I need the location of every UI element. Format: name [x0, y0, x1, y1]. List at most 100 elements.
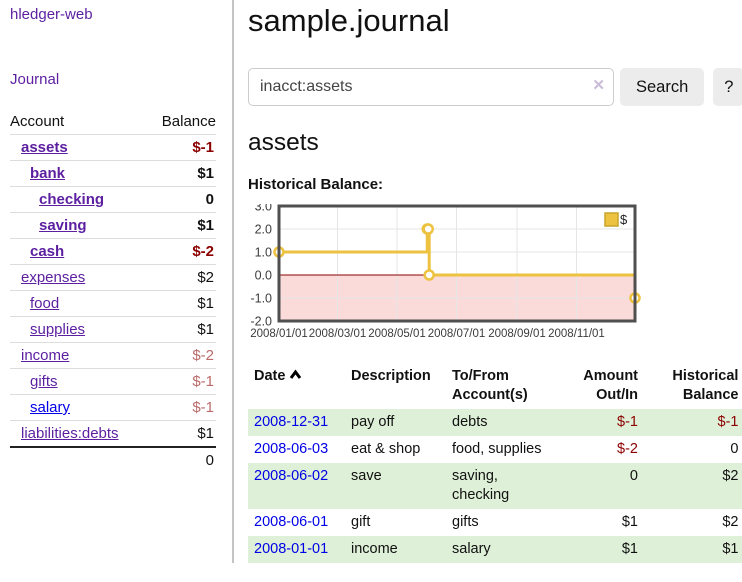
x-axis-tick-label: 2008/05/01 — [368, 328, 426, 340]
account-balance: $-1 — [192, 139, 214, 156]
account-link-assets[interactable]: assets — [21, 139, 68, 156]
account-balance: $1 — [197, 165, 214, 182]
date-column-header[interactable]: Date — [248, 363, 345, 409]
account-link-food[interactable]: food — [30, 295, 60, 312]
balance-header-line1: Historical — [672, 368, 739, 384]
tofrom-column-header: To/From Account(s) — [448, 363, 552, 409]
transaction-row[interactable]: 2008-01-01 income salary $1 $1 — [248, 536, 742, 563]
x-axis-tick-label: 2008/03/01 — [309, 328, 367, 340]
account-row[interactable]: bank $1 — [10, 161, 216, 187]
account-link-supplies[interactable]: supplies — [30, 321, 86, 338]
transaction-date-link[interactable]: 2008-06-02 — [254, 468, 329, 484]
sidebar: hledger-web Journal Account Balance asse… — [0, 0, 234, 563]
accounts-balance-table: Account Balance assets $-1 bank $1 check… — [10, 109, 216, 473]
transaction-accounts: salary — [452, 541, 491, 557]
account-balance: 0 — [205, 191, 214, 208]
clear-search-icon[interactable]: ✕ — [592, 77, 605, 94]
transaction-balance: $2 — [722, 514, 739, 530]
account-row[interactable]: expenses $2 — [10, 265, 216, 291]
account-row[interactable]: income $-2 — [10, 343, 216, 369]
y-axis-tick-label: 0.0 — [255, 269, 272, 283]
account-link-salary[interactable]: salary — [30, 399, 71, 416]
transaction-accounts: gifts — [452, 514, 479, 530]
y-axis-tick-label: -1.0 — [250, 292, 272, 306]
account-balance: $1 — [197, 321, 214, 338]
description-column-header: Description — [351, 368, 431, 384]
transaction-balance: 0 — [730, 441, 739, 457]
transaction-date-link[interactable]: 2008-01-01 — [254, 541, 329, 557]
transaction-balance: $1 — [722, 541, 739, 557]
account-balance: $2 — [197, 269, 214, 286]
chart-label: Historical Balance: — [248, 176, 384, 193]
data-point-marker — [423, 269, 435, 281]
transaction-description: pay off — [351, 414, 395, 430]
x-axis-tick-label: 2008/07/01 — [428, 328, 486, 340]
search-button[interactable]: Search — [620, 68, 705, 106]
hledger-web-app: hledger-web Journal Account Balance asse… — [0, 0, 742, 563]
transaction-accounts: debts — [452, 414, 488, 430]
account-heading: assets — [248, 129, 319, 156]
transaction-row[interactable]: 2008-12-31 pay off debts $-1 $-1 — [248, 409, 742, 436]
transaction-date-link[interactable]: 2008-06-03 — [254, 441, 329, 457]
search-input[interactable] — [248, 68, 614, 106]
balance-header-line2: Balance — [682, 387, 739, 403]
main-content: sample.journal ✕ Search ? assets Histori… — [234, 0, 742, 563]
transaction-amount: $-2 — [617, 441, 638, 457]
account-balance: $-2 — [192, 243, 214, 260]
account-link-gifts[interactable]: gifts — [30, 373, 58, 390]
x-axis-tick-label: 2008/01/01 — [250, 328, 308, 340]
account-column-header: Account — [10, 113, 65, 130]
sidebar-item-journal[interactable]: Journal — [10, 71, 60, 88]
brand-link[interactable]: hledger-web — [10, 6, 93, 23]
account-link-saving[interactable]: saving — [39, 217, 87, 234]
transaction-amount: 0 — [629, 468, 638, 484]
account-row[interactable]: gifts $-1 — [10, 369, 216, 395]
transaction-amount: $-1 — [617, 414, 638, 430]
help-button[interactable]: ? — [713, 68, 742, 106]
plot-border — [277, 204, 637, 323]
account-row[interactable]: cash $-2 — [10, 239, 216, 265]
account-link-expenses[interactable]: expenses — [21, 269, 86, 286]
x-axis-tick-label: 2008/09/01 — [488, 328, 546, 340]
transaction-row[interactable]: 2008-06-03 eat & shop food, supplies $-2… — [248, 436, 742, 463]
account-row[interactable]: checking 0 — [10, 187, 216, 213]
transaction-description: eat & shop — [351, 441, 421, 457]
account-row[interactable]: food $1 — [10, 291, 216, 317]
account-row[interactable]: liabilities:debts $1 — [10, 421, 216, 447]
account-row[interactable]: supplies $1 — [10, 317, 216, 343]
legend-swatch — [604, 212, 619, 227]
account-row[interactable]: assets $-1 — [10, 135, 216, 161]
account-link-liabilities-debts[interactable]: liabilities:debts — [21, 425, 119, 442]
amount-header-line2: Out/In — [596, 387, 638, 403]
x-axis-tick-label: 2008/11/01 — [548, 328, 605, 340]
transactions-table-header: Date Description To/From Account(s) Amou… — [248, 363, 742, 409]
account-balance: $1 — [197, 295, 214, 312]
account-row[interactable]: salary $-1 — [10, 395, 216, 421]
account-balance: $-2 — [192, 347, 214, 364]
page-title: sample.journal — [248, 3, 450, 38]
account-link-income[interactable]: income — [21, 347, 70, 364]
account-balance: $-1 — [192, 399, 214, 416]
account-link-checking[interactable]: checking — [39, 191, 105, 208]
account-row[interactable]: saving $1 — [10, 213, 216, 239]
tofrom-header-line1: To/From — [452, 368, 509, 384]
account-link-bank[interactable]: bank — [30, 165, 66, 182]
transaction-description: gift — [351, 514, 371, 530]
transaction-accounts: saving, checking — [452, 468, 510, 503]
account-link-cash[interactable]: cash — [30, 243, 65, 260]
transaction-description: income — [351, 541, 398, 557]
accounts-table-header: Account Balance — [10, 109, 216, 135]
transaction-amount: $1 — [621, 514, 638, 530]
account-balance: $1 — [197, 217, 214, 234]
transaction-row[interactable]: 2008-06-01 gift gifts $1 $2 — [248, 509, 742, 536]
transaction-date-link[interactable]: 2008-06-01 — [254, 514, 329, 530]
transaction-description: save — [351, 468, 382, 484]
tofrom-header-line2: Account(s) — [452, 387, 528, 403]
date-header-label: Date — [254, 368, 286, 384]
transaction-row[interactable]: 2008-06-02 save saving, checking 0 $2 — [248, 463, 742, 509]
search-form: ✕ Search ? — [248, 68, 742, 106]
balance-column-header: Historical Balance — [644, 363, 742, 409]
transaction-date-link[interactable]: 2008-12-31 — [254, 414, 329, 430]
y-axis-tick-label: 3.0 — [255, 204, 272, 214]
